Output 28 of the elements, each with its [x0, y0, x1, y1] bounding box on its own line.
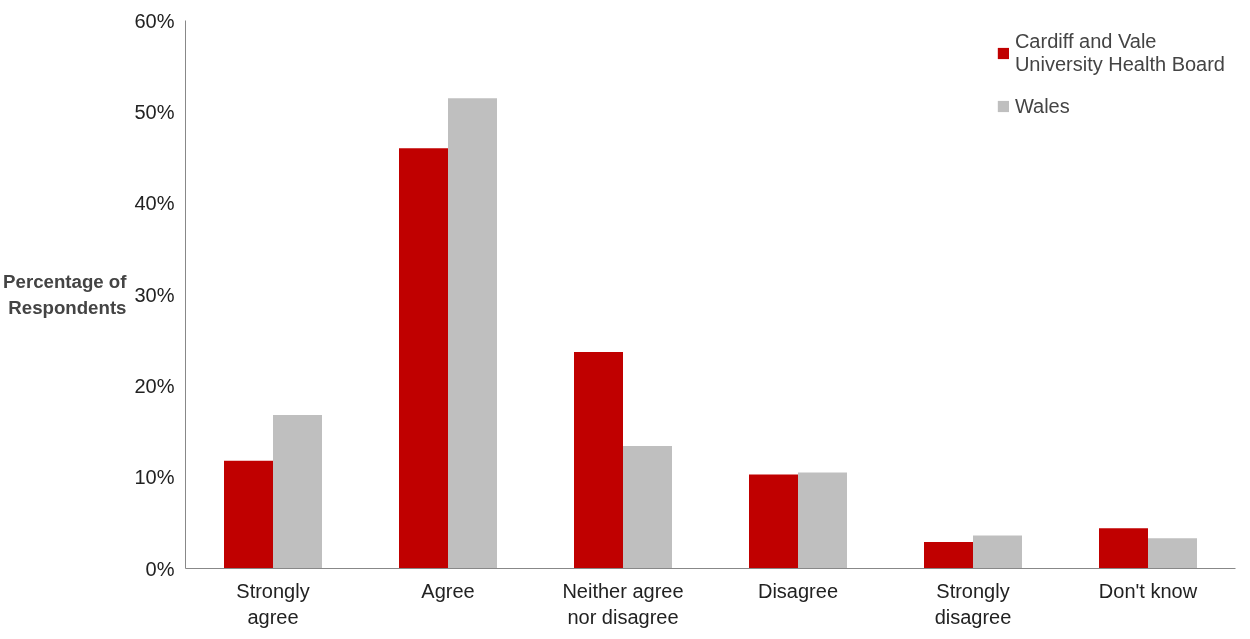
y-tick-label: 0%	[145, 557, 175, 580]
bar	[1148, 538, 1197, 569]
y-tick-label: 50%	[134, 100, 175, 123]
bar	[798, 472, 847, 569]
x-tick-label: Don't know	[1098, 579, 1198, 602]
bar	[448, 98, 497, 569]
x-tick-label: Strongly agree	[236, 579, 310, 628]
x-tick-label: Strongly disagree	[934, 579, 1012, 628]
legend-label: Wales	[1014, 93, 1070, 119]
bar	[973, 535, 1022, 569]
y-tick-label: 60%	[134, 9, 175, 32]
legend-label: Cardiff and Vale University Health Board	[1014, 30, 1225, 76]
y-tick-label: 10%	[134, 466, 175, 489]
x-tick-label: Agree	[421, 579, 475, 602]
bar	[399, 148, 448, 569]
x-tick-label: Neither agree nor disagree	[562, 579, 684, 628]
bar	[623, 446, 672, 569]
y-tick-label: 40%	[134, 192, 175, 215]
bar	[224, 460, 273, 569]
y-tick-label: 30%	[134, 283, 175, 306]
x-tick-label: Disagree	[757, 579, 839, 602]
y-tick-label: 20%	[134, 374, 175, 397]
bar	[273, 415, 322, 569]
bar	[1099, 528, 1148, 569]
bar	[924, 542, 973, 569]
bar	[749, 474, 798, 569]
y-axis-title: Percentage of Respondents	[3, 271, 128, 318]
bar	[574, 352, 623, 569]
